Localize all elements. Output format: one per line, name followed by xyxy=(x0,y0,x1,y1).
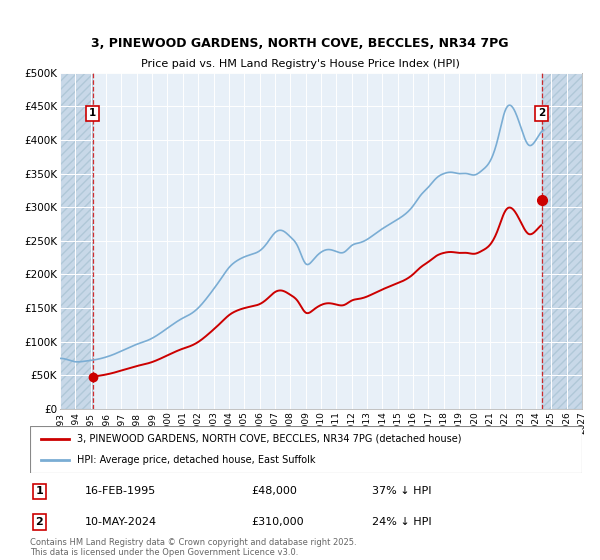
Text: Contains HM Land Registry data © Crown copyright and database right 2025.
This d: Contains HM Land Registry data © Crown c… xyxy=(30,538,356,557)
Bar xyxy=(542,73,582,409)
Text: 10-MAY-2024: 10-MAY-2024 xyxy=(85,517,157,527)
Text: £48,000: £48,000 xyxy=(251,487,296,496)
Text: 37% ↓ HPI: 37% ↓ HPI xyxy=(372,487,432,496)
Text: 1: 1 xyxy=(89,108,96,118)
Text: 24% ↓ HPI: 24% ↓ HPI xyxy=(372,517,432,527)
Text: 3, PINEWOOD GARDENS, NORTH COVE, BECCLES, NR34 7PG (detached house): 3, PINEWOOD GARDENS, NORTH COVE, BECCLES… xyxy=(77,434,461,444)
Text: 1: 1 xyxy=(35,487,43,496)
FancyBboxPatch shape xyxy=(30,426,582,473)
Text: 2: 2 xyxy=(538,108,545,118)
Text: 16-FEB-1995: 16-FEB-1995 xyxy=(85,487,157,496)
Text: 3, PINEWOOD GARDENS, NORTH COVE, BECCLES, NR34 7PG: 3, PINEWOOD GARDENS, NORTH COVE, BECCLES… xyxy=(91,38,509,50)
Text: 2: 2 xyxy=(35,517,43,527)
Text: HPI: Average price, detached house, East Suffolk: HPI: Average price, detached house, East… xyxy=(77,455,316,465)
Text: £310,000: £310,000 xyxy=(251,517,304,527)
Text: Price paid vs. HM Land Registry's House Price Index (HPI): Price paid vs. HM Land Registry's House … xyxy=(140,59,460,69)
Bar xyxy=(60,73,92,409)
